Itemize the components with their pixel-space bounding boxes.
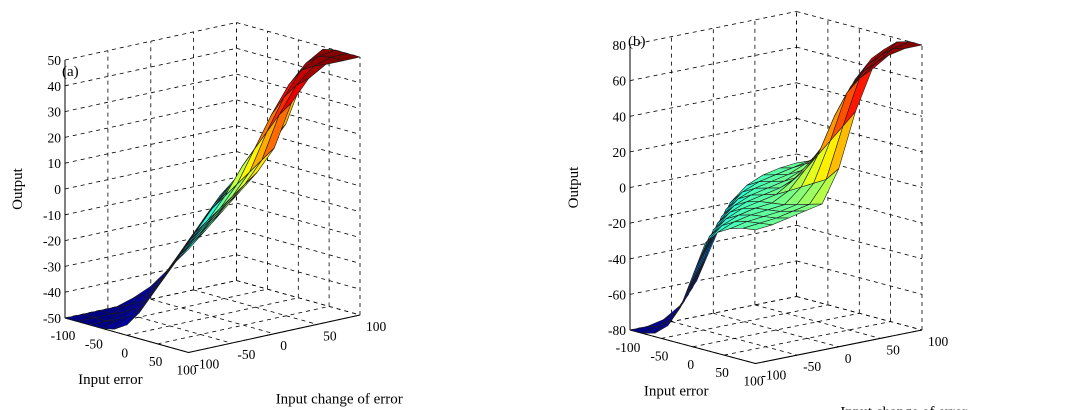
chart-a-z-tick-label: -20 — [43, 234, 61, 249]
chart-b-x-tick-label: -50 — [650, 348, 668, 363]
chart-b-y-tick-label: -100 — [762, 368, 787, 383]
chart-a-gridline-y-floor — [193, 289, 318, 325]
chart-b-z-tick-label: 0 — [619, 181, 626, 196]
chart-b-y-tick-label: 0 — [845, 351, 852, 366]
chart-a-x-axis-label: Input error — [78, 372, 143, 388]
chart-a-gridline-x-floor — [126, 297, 299, 336]
chart-a-z-tick-label: 30 — [48, 105, 62, 120]
chart-a-gridline-x-floor — [157, 306, 330, 345]
chart-b-y-axis-label: Input change of error — [840, 404, 967, 410]
chart-a-gridline-x-floor — [64, 280, 237, 319]
chart-a-x-tick-label: -100 — [51, 328, 76, 343]
chart-b-gridline-y-floor — [754, 304, 881, 339]
chart-b-y-axis — [755, 329, 923, 364]
chart-b-y-tick-label: -50 — [803, 359, 821, 374]
chart-b-gridline-z-back — [796, 224, 923, 260]
chart-a-gridline-z-left — [64, 22, 237, 61]
chart-a-z-tick-label: 20 — [48, 130, 62, 145]
chart-a-gridline-z-left — [64, 202, 237, 241]
chart-b-x-axis-label: Input error — [644, 383, 709, 399]
chart-b-z-tick-label: -80 — [608, 323, 626, 338]
chart-b-gridline-y-floor — [713, 312, 839, 348]
chart-b-gridline-z-back — [796, 153, 923, 188]
chart-b-gridline-z-back — [796, 11, 923, 46]
chart-a-gridline-y-floor — [150, 298, 275, 335]
chart-a-x-tick-label: -50 — [85, 337, 103, 352]
chart-a-surface-patch — [175, 229, 206, 262]
chart-a-gridline-z-left — [64, 47, 237, 87]
chart-a-y-tick-label: 100 — [366, 319, 387, 334]
chart-a-gridline-z-left — [64, 254, 237, 293]
surface-plot-b: -80-60-40-20020406080-100-50050100-100-5… — [566, 11, 967, 410]
chart-a-y-axis-label: Input change of error — [276, 392, 403, 408]
chart-a-y-tick-label: 0 — [280, 338, 287, 353]
chart-a-gridline-z-back — [236, 176, 361, 213]
chart-a-z-axis-label: Output — [10, 167, 26, 210]
chart-a-gridline-z-left — [64, 176, 237, 216]
chart-a-z-tick-label: -40 — [43, 285, 61, 300]
chart-a-z-tick-label: -50 — [43, 311, 61, 326]
surface-plot-a: -50-40-30-20-1001020304050-100-50050100-… — [10, 22, 403, 408]
chart-a-gridline-y-floor — [236, 280, 361, 316]
chart-b-z-axis-label: Output — [566, 166, 582, 209]
chart-b-y-tick-label: 50 — [886, 342, 900, 357]
chart-b-z-tick-label: -60 — [608, 287, 626, 302]
chart-a-gridline-z-left — [64, 228, 237, 267]
chart-b-x-tick-label: 0 — [687, 357, 694, 372]
chart-a-y-axis — [188, 314, 361, 353]
chart-a-gridline-z-left — [64, 151, 237, 190]
chart-b-z-tick-label: -40 — [608, 252, 626, 267]
chart-a-y-tick-label: -100 — [195, 357, 220, 372]
chart-a-gridline-z-back — [236, 99, 361, 135]
chart-b-surface-patch — [742, 222, 773, 231]
chart-a-y-tick-label: -50 — [237, 347, 255, 362]
chart-a-gridline-z-left — [64, 73, 237, 112]
chart-b-panel-label: (b) — [628, 34, 646, 50]
chart-b-gridline-y-floor — [796, 296, 923, 331]
chart-b-z-tick-label: 20 — [613, 145, 627, 160]
chart-a-z-tick-label: 40 — [48, 79, 62, 94]
chart-b-y-tick-label: 100 — [928, 334, 949, 349]
chart-b-z-tick-label: 60 — [613, 74, 627, 89]
chart-b-z-tick-label: -20 — [608, 216, 626, 231]
chart-a-gridline-z-back — [236, 202, 361, 238]
chart-b-z-tick-label: 80 — [613, 38, 627, 53]
chart-a-z-tick-label: -30 — [43, 259, 61, 274]
chart-a-gridline-z-left — [64, 99, 237, 138]
chart-a-gridline-x-floor — [95, 288, 268, 327]
chart-b-gridline-y-floor — [671, 321, 798, 356]
chart-a-x-tick-label: 100 — [176, 363, 197, 378]
chart-a-surface-patch — [207, 183, 238, 221]
chart-a-z-tick-label: 50 — [48, 53, 62, 68]
chart-b-x-axis — [629, 329, 756, 364]
chart-a-gridline-z-left — [64, 125, 237, 164]
chart-b-x-tick-label: -100 — [616, 340, 641, 355]
chart-a-gridline-y-floor — [107, 308, 232, 344]
chart-a-x-tick-label: 50 — [149, 354, 163, 369]
chart-b-z-tick-label: 40 — [613, 109, 627, 124]
chart-a-y-tick-label: 50 — [323, 328, 337, 343]
surface-chart-b: -80 -60 -40 -20 0 20 40 60 80 -100 -50 0 50 100 -100 -5… — [535, 0, 1070, 410]
chart-a-panel-label: (a) — [62, 64, 79, 80]
chart-a-surface-patch — [150, 252, 181, 287]
chart-a-z-tick-label: 10 — [48, 156, 62, 171]
chart-a-z-tick-label: 0 — [54, 182, 61, 197]
chart-a-z-tick-label: -10 — [43, 208, 61, 223]
surface-chart-a: -50 -40 -30 -20 -10 0 10 20 30 40 50 -100 -50 0 50 100-… — [10, 22, 403, 408]
chart-b-x-tick-label: 100 — [743, 374, 764, 389]
chart-a-surface-patch — [195, 195, 226, 233]
chart-a-x-tick-label: 0 — [121, 345, 128, 360]
chart-b-x-tick-label: 50 — [715, 365, 729, 380]
